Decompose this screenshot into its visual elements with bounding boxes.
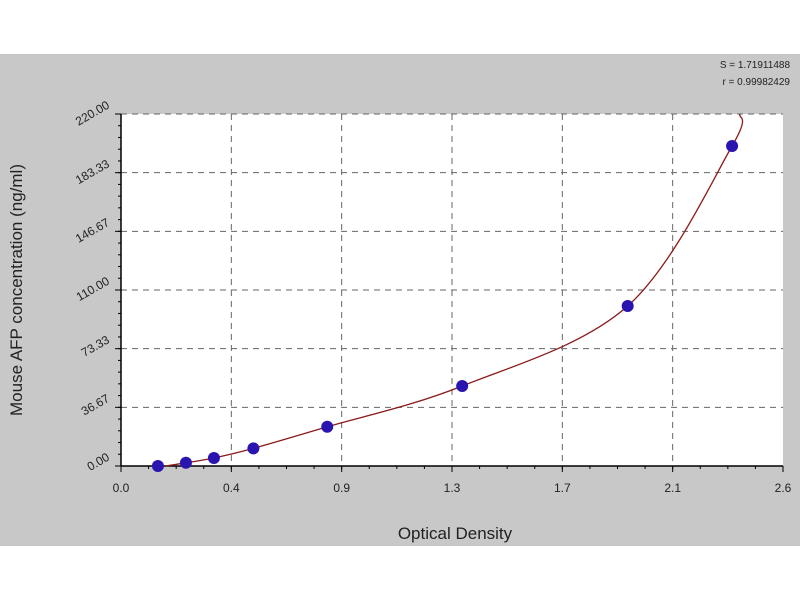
y-tick-label: 110.00 xyxy=(74,274,112,304)
x-tick-label: 2.1 xyxy=(664,481,681,495)
x-tick-label: 2.6 xyxy=(775,481,792,495)
data-point xyxy=(151,460,164,472)
y-tick-label: 73.33 xyxy=(79,332,112,359)
y-axis-label: Mouse AFP concentration (ng/ml) xyxy=(7,164,26,416)
y-tick-label: 0.00 xyxy=(85,450,113,474)
data-point xyxy=(321,420,334,433)
y-tick-label: 183.33 xyxy=(73,156,112,187)
data-point xyxy=(456,380,469,392)
y-tick-label: 220.00 xyxy=(73,98,112,129)
data-point xyxy=(247,442,260,455)
y-tick-label: 36.67 xyxy=(79,391,112,418)
data-point xyxy=(621,300,634,312)
fit-curve xyxy=(165,113,744,467)
x-tick-label: 1.3 xyxy=(444,481,461,495)
stat-s: S = 1.71911488 xyxy=(720,60,791,71)
data-point xyxy=(179,456,192,469)
x-tick-label: 1.7 xyxy=(554,481,571,495)
x-axis-label: Optical Density xyxy=(398,524,513,543)
x-tick-label: 0.9 xyxy=(333,481,350,495)
x-tick-label: 0.4 xyxy=(223,481,240,495)
data-point xyxy=(207,452,220,464)
data-point xyxy=(726,140,739,152)
y-tick-label: 146.67 xyxy=(73,215,112,246)
stat-r: r = 0.99982429 xyxy=(722,77,790,88)
x-tick-label: 0.0 xyxy=(113,481,130,495)
